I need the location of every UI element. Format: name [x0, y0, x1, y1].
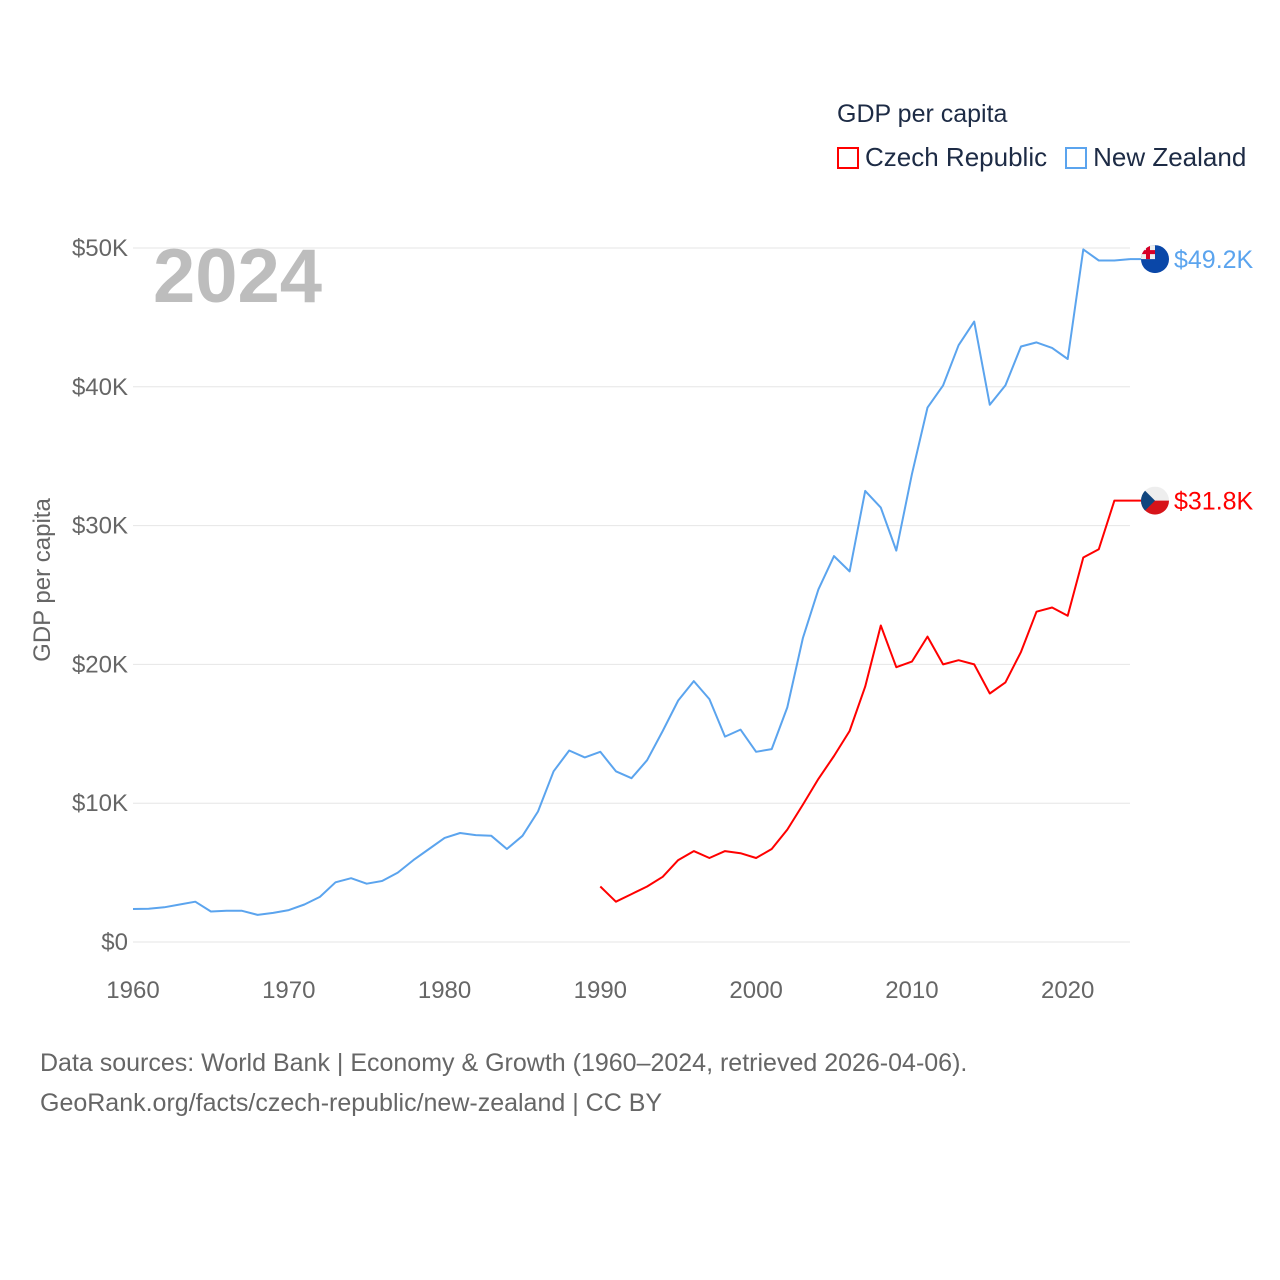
x-tick-label: 1980	[418, 977, 471, 1004]
legend-swatch-czech	[837, 146, 859, 169]
x-tick-label: 1970	[262, 977, 315, 1004]
y-tick-label: $10K	[72, 790, 128, 817]
x-tick-label: 2020	[1041, 977, 1094, 1004]
y-tick-label: $40K	[72, 374, 128, 401]
x-tick-label: 2000	[729, 977, 782, 1004]
y-tick-label: $20K	[72, 651, 128, 678]
legend-swatch-nz	[1065, 146, 1088, 169]
line-chart: 2024 GDP per capita $0 $10K $20K $30K $40K $5…	[29, 234, 1254, 1004]
legend-item-new-zealand[interactable]: New Zealand	[1065, 142, 1246, 173]
czech-flag-icon	[1141, 486, 1169, 515]
y-axis-label: GDP per capita	[29, 498, 56, 662]
end-value-label: $31.8K	[1174, 488, 1254, 516]
legend-label-czech: Czech Republic	[865, 142, 1048, 172]
legend-label-nz: New Zealand	[1093, 142, 1247, 172]
series-line-czech-republic[interactable]	[599, 499, 1130, 903]
y-tick-label: $0	[101, 929, 128, 956]
footer-link[interactable]: GeoRank.org/facts/czech-republic/new-zea…	[40, 1089, 663, 1117]
end-value-label: $49.2K	[1174, 246, 1254, 274]
footer: Data sources: World Bank | Economy & Gro…	[40, 1043, 967, 1123]
x-tick-label: 2010	[885, 977, 938, 1004]
legend-title: GDP per capita	[837, 100, 1008, 128]
legend: Czech Republic New Zealand	[837, 142, 1246, 173]
y-tick-label: $50K	[72, 235, 128, 262]
x-tick-label: 1990	[574, 977, 627, 1004]
legend-item-czech-republic[interactable]: Czech Republic	[837, 142, 1047, 173]
footer-sources: Data sources: World Bank | Economy & Gro…	[40, 1049, 968, 1077]
year-label: 2024	[153, 234, 322, 319]
x-tick-label: 1960	[106, 977, 159, 1004]
new-zealand-flag-icon	[1141, 245, 1169, 274]
y-tick-label: $30K	[72, 513, 128, 540]
series-line-new-zealand[interactable]	[132, 248, 1131, 916]
